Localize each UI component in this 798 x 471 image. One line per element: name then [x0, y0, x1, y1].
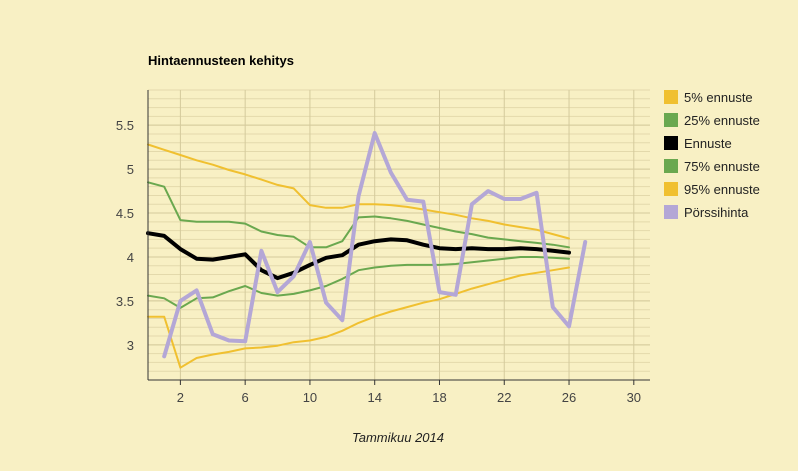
axes: 33.544.555.52 6 10 14 18 22 26 30 — [116, 90, 650, 405]
x-tick-label: 18 — [432, 390, 446, 405]
y-tick-label: 5 — [127, 162, 134, 177]
x-tick-label: 26 — [562, 390, 576, 405]
legend-entry: Ennuste — [684, 136, 732, 151]
x-tick-label: 6 — [242, 390, 249, 405]
series-line — [162, 131, 588, 359]
series-lines — [146, 131, 588, 369]
legend-entry: 75% ennuste — [684, 159, 760, 174]
y-tick-label: 3.5 — [116, 294, 134, 309]
y-tick-label: 4 — [127, 250, 134, 265]
legend-swatch — [664, 136, 678, 150]
series-line — [147, 256, 570, 309]
x-tick-label: 2 — [177, 390, 184, 405]
y-tick-label: 4.5 — [116, 206, 134, 221]
legend-entry: 5% ennuste — [684, 90, 753, 105]
series-line — [147, 266, 570, 369]
legend-swatch — [664, 90, 678, 104]
x-tick-label: 10 — [303, 390, 317, 405]
chart-title: Hintaennusteen kehitys — [148, 53, 294, 68]
legend-entry: 95% ennuste — [684, 182, 760, 197]
legend-swatch — [664, 205, 678, 219]
legend: 5% ennuste 25% ennuste Ennuste 75% ennuste 9… — [664, 90, 760, 220]
y-tick-label: 3 — [127, 338, 134, 353]
x-tick-label: 22 — [497, 390, 511, 405]
series-line — [146, 231, 571, 281]
legend-entry: Pörssihinta — [684, 205, 749, 220]
y-tick-label: 5.5 — [116, 118, 134, 133]
legend-swatch — [664, 182, 678, 196]
legend-swatch — [664, 113, 678, 127]
grid — [148, 89, 650, 381]
x-tick-label: 14 — [367, 390, 381, 405]
x-axis-label: Tammikuu 2014 — [352, 430, 444, 445]
legend-entry: 25% ennuste — [684, 113, 760, 128]
x-tick-label: 30 — [627, 390, 641, 405]
legend-swatch — [664, 159, 678, 173]
series-line — [147, 181, 570, 249]
